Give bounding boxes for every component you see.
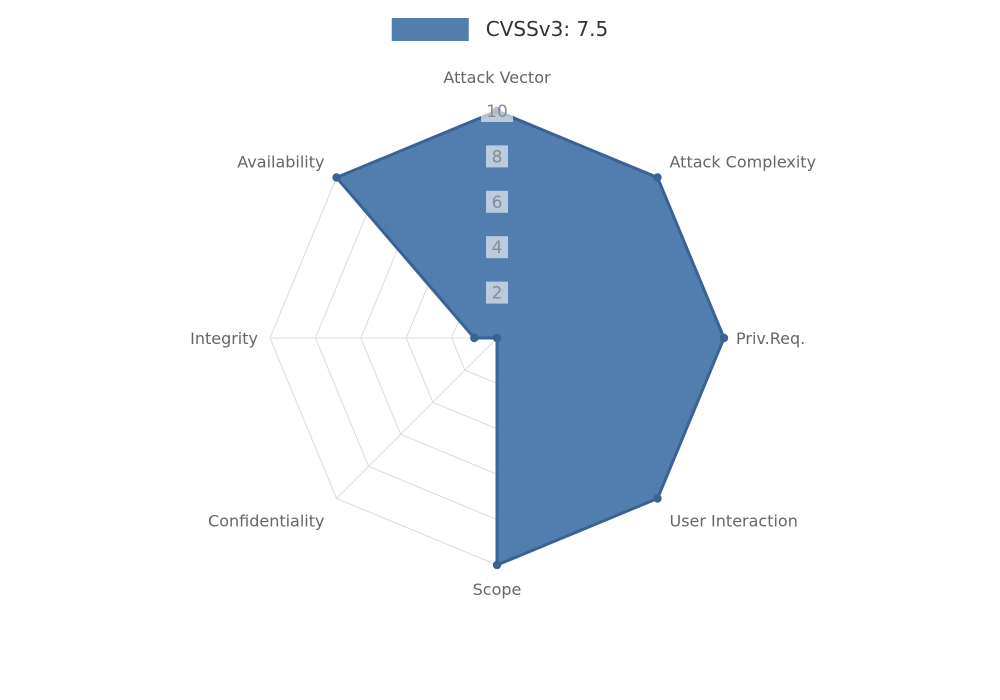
- axis-label-availability: Availability: [237, 153, 324, 172]
- tick-label-10: 10: [486, 102, 508, 122]
- tick-label-6: 6: [492, 193, 503, 213]
- tick-backdrop-2: [486, 281, 508, 304]
- data-point-priv-req: [719, 333, 729, 343]
- legend-item-cvssv3[interactable]: CVSSv3: 7.5: [391, 17, 609, 41]
- axis-label-attack-complexity: Attack Complexity: [670, 153, 817, 172]
- axis-label-user-interaction: User Interaction: [670, 512, 798, 531]
- tick-backdrop-10: [481, 100, 513, 122]
- tick-label-8: 8: [492, 147, 503, 167]
- tick-backdrop-6: [486, 190, 508, 213]
- data-point-attack-complexity: [653, 173, 662, 182]
- tick-backdrop-8: [486, 145, 508, 168]
- legend-label: CVSSv3: 7.5: [485, 17, 609, 41]
- grid-spoke-confidentiality: [336, 337, 498, 499]
- legend-swatch: [391, 17, 469, 41]
- data-point-user-interaction: [653, 494, 662, 503]
- tick-backdrop-4: [486, 236, 508, 259]
- axis-label-scope: Scope: [473, 580, 522, 599]
- axis-label-attack-vector: Attack Vector: [443, 68, 551, 87]
- data-point-availability: [332, 173, 341, 182]
- axis-label-priv-req: Priv.Req.: [736, 329, 805, 348]
- data-point-integrity: [470, 333, 479, 343]
- tick-label-4: 4: [492, 238, 503, 258]
- data-point-scope: [492, 560, 502, 570]
- axis-label-integrity: Integrity: [190, 329, 258, 348]
- data-point-confidentiality: [492, 333, 502, 343]
- tick-label-2: 2: [492, 284, 503, 304]
- axis-label-confidentiality: Confidentiality: [208, 512, 324, 531]
